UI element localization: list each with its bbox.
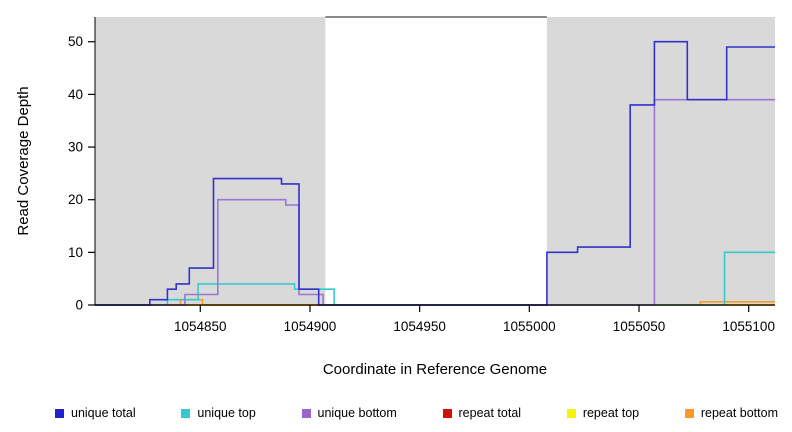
- y-tick-label: 30: [68, 140, 83, 155]
- legend-label: repeat bottom: [700, 406, 778, 420]
- legend-label: unique bottom: [317, 406, 397, 420]
- legend-swatch-unique-top: [181, 408, 191, 418]
- x-tick-label: 1054900: [284, 319, 337, 334]
- y-tick-label: 20: [68, 192, 83, 207]
- legend-swatch-unique-total: [55, 408, 64, 418]
- x-tick-label: 1055050: [613, 319, 666, 334]
- series-unique-top: [95, 251, 775, 306]
- legend-swatch-repeat-top: [566, 408, 576, 418]
- y-tick-label: 0: [75, 298, 83, 313]
- legend-swatch-unique-bottom: [301, 408, 311, 418]
- legend-item-repeat-top: repeat top: [566, 406, 640, 420]
- legend-label: repeat total: [458, 406, 522, 420]
- coverage-plot: 1054850 1054900 1054950 1055000 1055050 10551…: [15, 16, 775, 378]
- legend-item-unique-total: unique total: [55, 406, 136, 420]
- x-tick-label: 1054850: [174, 319, 227, 334]
- legend-swatch-repeat-bottom: [684, 408, 694, 418]
- shaded-region-1: [546, 17, 775, 305]
- legend-item-repeat-total: repeat total: [442, 406, 522, 420]
- legend-label: repeat top: [582, 406, 640, 420]
- series-unique-total: [95, 40, 775, 306]
- series-repeat-bottom: [95, 298, 775, 306]
- x-axis-title: Coordinate in Reference Genome: [323, 361, 547, 378]
- y-tick-label: 50: [68, 34, 83, 49]
- legend-label: unique total: [71, 406, 136, 420]
- y-tick-label: 40: [68, 87, 83, 102]
- shaded-region-0: [95, 17, 326, 305]
- legend-item-unique-bottom: unique bottom: [301, 406, 397, 420]
- legend-item-unique-top: unique top: [181, 406, 256, 420]
- legend-item-repeat-bottom: repeat bottom: [684, 406, 778, 420]
- legend-swatch-repeat-total: [442, 408, 452, 418]
- y-axis-title: Read Coverage Depth: [15, 86, 32, 235]
- x-tick-label: 1054950: [393, 319, 446, 334]
- x-tick-label: 1055000: [503, 319, 556, 334]
- legend-label: unique top: [197, 406, 256, 420]
- coverage-chart-svg: 1054850 1054900 1054950 1055000 1055050 10551…: [15, 16, 775, 378]
- legend: unique total unique top unique bottom re…: [0, 390, 792, 430]
- y-tick-label: 10: [68, 245, 83, 260]
- x-tick-label: 1055100: [722, 319, 775, 334]
